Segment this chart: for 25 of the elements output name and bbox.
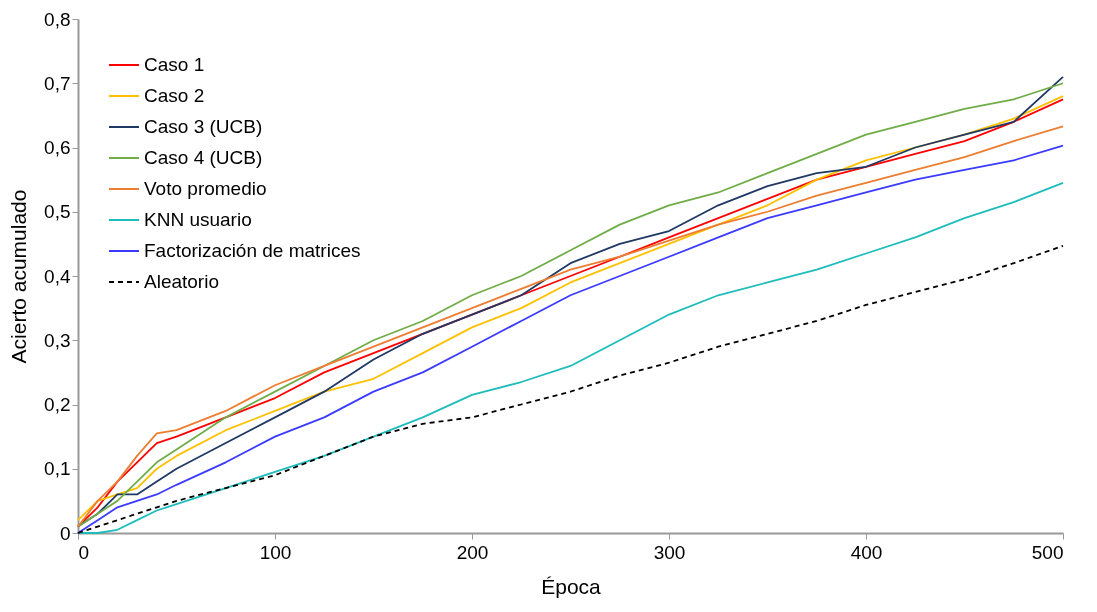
y-tick-label: 0,1: [44, 458, 71, 480]
x-tick-label: 500: [1031, 541, 1064, 563]
y-tick-label: 0: [59, 522, 71, 544]
y-tick-label: 0,8: [44, 8, 71, 30]
legend-label: Caso 2: [144, 85, 205, 106]
legend-label: Aleatorio: [144, 271, 219, 292]
legend-label: Caso 4 (UCB): [144, 147, 263, 168]
x-tick-label: 100: [259, 541, 292, 563]
y-tick-label: 0,5: [44, 201, 71, 223]
y-tick-label: 0,7: [44, 72, 71, 94]
y-tick-label: 0,2: [44, 394, 71, 415]
x-tick-label: 400: [850, 541, 883, 563]
x-tick-label: 200: [456, 541, 489, 563]
y-axis-title: Acierto acumulado: [7, 189, 31, 364]
legend-label: KNN usuario: [144, 209, 252, 230]
x-tick-label: 0: [78, 541, 90, 563]
y-tick-label: 0,3: [44, 329, 71, 351]
y-tick-label: 0,6: [44, 137, 71, 158]
legend-label: Caso 1: [144, 54, 205, 75]
legend-label: Caso 3 (UCB): [144, 116, 263, 137]
legend-label: Voto promedio: [144, 178, 267, 199]
legend-label: Factorización de matrices: [144, 240, 361, 261]
x-tick-label: 300: [653, 541, 686, 563]
x-axis-title: Época: [541, 574, 602, 598]
y-tick-label: 0,4: [44, 265, 71, 287]
